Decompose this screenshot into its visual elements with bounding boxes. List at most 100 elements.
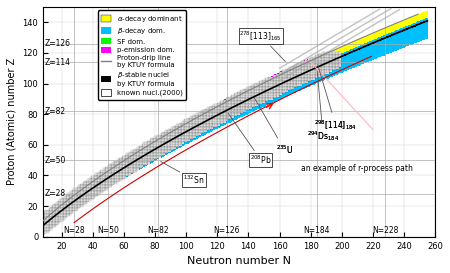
Bar (212, 117, 213, 118)
Bar (324, 69, 325, 70)
Bar (70, 193, 72, 195)
Bar (173, 126, 175, 127)
Bar (189, 135, 190, 136)
Bar (399, 22, 400, 29)
Bar (108, 187, 109, 188)
Bar (64, 202, 66, 204)
Bar (104, 185, 106, 187)
Bar (386, 29, 387, 54)
Bar (133, 161, 134, 162)
Bar (333, 52, 335, 76)
Bar (125, 166, 126, 168)
Bar (422, 12, 423, 20)
Bar (58, 221, 59, 222)
Bar (90, 181, 92, 198)
Bar (190, 121, 192, 123)
Bar (238, 103, 240, 104)
Bar (78, 205, 80, 207)
Bar (230, 110, 232, 112)
Bar (49, 219, 50, 221)
Bar (207, 107, 209, 109)
Bar (94, 196, 95, 198)
Bar (248, 107, 249, 109)
Bar (213, 112, 215, 113)
Bar (128, 162, 130, 164)
Bar (104, 168, 106, 170)
Bar (187, 136, 189, 138)
Bar (324, 70, 325, 72)
Bar (204, 130, 206, 132)
Bar (75, 196, 76, 198)
Bar (97, 179, 99, 181)
Bar (195, 115, 196, 116)
Bar (313, 61, 315, 63)
Bar (199, 118, 201, 120)
Bar (319, 54, 321, 55)
Bar (42, 219, 44, 221)
Bar (299, 84, 301, 86)
Bar (220, 120, 221, 121)
Bar (307, 59, 308, 66)
Bar (207, 126, 209, 127)
Bar (81, 193, 83, 195)
Bar (176, 129, 178, 149)
Bar (221, 101, 223, 103)
Bar (66, 213, 67, 214)
Bar (282, 75, 284, 98)
Bar (97, 173, 99, 175)
Bar (103, 168, 104, 170)
Bar (92, 185, 94, 187)
Bar (80, 190, 81, 191)
Bar (150, 149, 151, 150)
Bar (80, 187, 81, 191)
Bar (204, 113, 206, 118)
Bar (117, 181, 118, 182)
Bar (271, 80, 273, 81)
Bar (156, 140, 158, 145)
Bar (330, 66, 332, 67)
Bar (35, 227, 36, 235)
Bar (322, 69, 324, 70)
Bar (86, 199, 87, 201)
Bar (173, 144, 175, 146)
Bar (294, 68, 296, 74)
Bar (210, 106, 212, 107)
Bar (158, 149, 159, 150)
Bar (288, 81, 290, 83)
Bar (263, 86, 265, 87)
Bar (150, 147, 151, 149)
Bar (405, 19, 406, 26)
Bar (225, 101, 226, 103)
Bar (66, 216, 67, 218)
Bar (315, 64, 316, 66)
Bar (175, 135, 176, 136)
Bar (227, 110, 229, 112)
Bar (209, 129, 210, 130)
Bar (391, 34, 392, 36)
Bar (285, 89, 287, 90)
Bar (282, 92, 284, 93)
Bar (67, 204, 69, 205)
Bar (271, 77, 273, 78)
Bar (164, 141, 165, 143)
Bar (257, 95, 259, 97)
Bar (185, 140, 187, 141)
Bar (111, 181, 112, 182)
Bar (280, 78, 282, 80)
Bar (232, 99, 234, 104)
Bar (116, 162, 117, 164)
Bar (294, 64, 296, 66)
Bar (291, 78, 293, 79)
Bar (61, 204, 63, 205)
Bar (41, 234, 42, 236)
Bar (383, 38, 385, 39)
Bar (86, 187, 87, 188)
Bar (358, 48, 360, 50)
Bar (235, 93, 237, 95)
Bar (338, 52, 339, 54)
Bar (336, 58, 338, 59)
Bar (47, 224, 49, 225)
Bar (297, 70, 299, 72)
Bar (210, 124, 212, 126)
Bar (305, 60, 307, 61)
